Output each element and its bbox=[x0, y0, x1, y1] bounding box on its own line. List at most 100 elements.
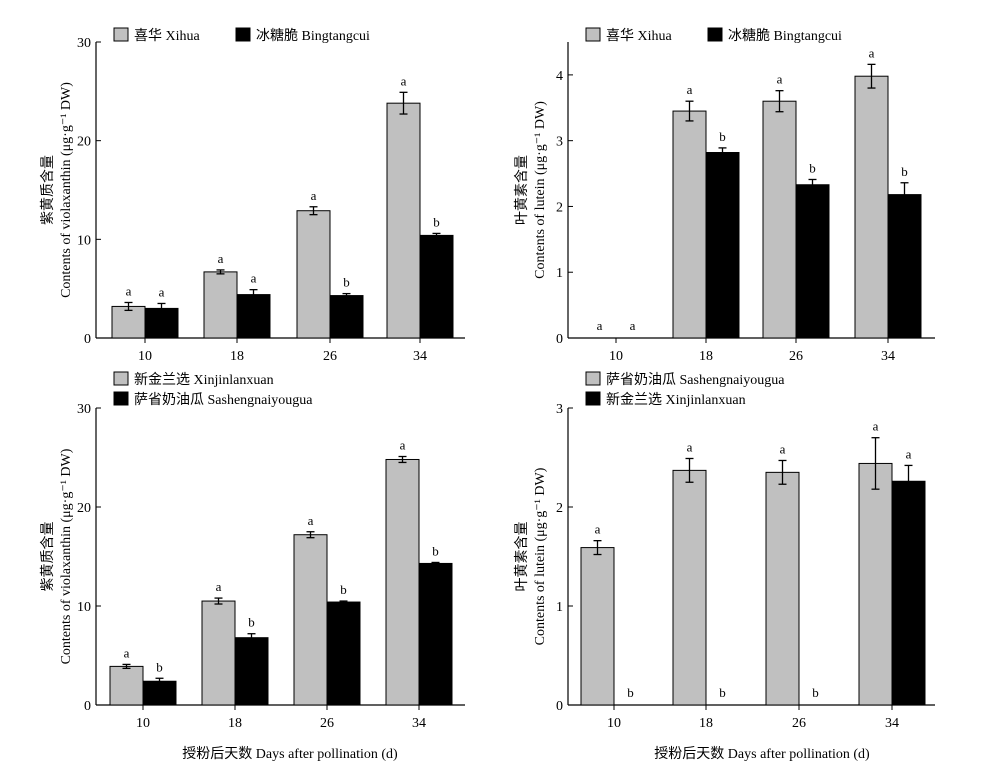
bar bbox=[234, 637, 269, 706]
significance-label: a bbox=[401, 73, 407, 88]
x-tick-label: 34 bbox=[413, 349, 427, 364]
bar bbox=[580, 547, 615, 706]
x-tick-label: 34 bbox=[412, 716, 426, 731]
significance-label: a bbox=[251, 271, 257, 286]
x-tick-label: 10 bbox=[607, 716, 621, 731]
y-tick-label: 10 bbox=[77, 600, 91, 615]
y-tick-label: 0 bbox=[84, 332, 91, 347]
x-tick-label: 34 bbox=[885, 716, 899, 731]
x-tick-label: 26 bbox=[789, 349, 803, 364]
x-tick-label: 10 bbox=[136, 716, 150, 731]
x-tick-label: 10 bbox=[609, 349, 623, 364]
x-axis-title-right: 授粉后天数 Days after pollination (d) bbox=[654, 746, 870, 762]
legend-label: 喜华 Xihua bbox=[606, 28, 672, 44]
x-tick-label: 26 bbox=[792, 716, 806, 731]
significance-label: a bbox=[400, 438, 406, 453]
significance-label: a bbox=[780, 441, 786, 456]
significance-label: b bbox=[809, 160, 816, 175]
bar bbox=[109, 665, 144, 706]
y-tick-label: 0 bbox=[84, 699, 91, 714]
significance-label: b bbox=[248, 615, 255, 630]
y-tick-label: 30 bbox=[77, 36, 91, 51]
y-axis-title-cn: 紫黄质含量 bbox=[39, 522, 56, 592]
x-tick-label: 18 bbox=[230, 349, 244, 364]
legend-label: 喜华 Xihua bbox=[134, 28, 200, 44]
y-tick-label: 4 bbox=[556, 69, 563, 84]
significance-label: b bbox=[719, 129, 726, 144]
legend-swatch bbox=[113, 27, 129, 42]
legend-swatch bbox=[585, 391, 601, 406]
x-tick-label: 26 bbox=[323, 349, 337, 364]
significance-label: a bbox=[595, 522, 601, 537]
significance-label: a bbox=[126, 283, 132, 298]
significance-label: a bbox=[630, 318, 636, 333]
panel-violaxanthin-top: 0 10 20 30 紫黄质含量 Contents of violaxanthin (μg… bbox=[39, 27, 465, 364]
significance-label: b bbox=[156, 659, 163, 674]
bar bbox=[111, 305, 146, 339]
legend-label: 新金兰选 Xinjinlanxuan bbox=[606, 392, 746, 408]
y-axis-title-en: Contents of lutein (μg·g⁻¹ DW) bbox=[533, 101, 548, 279]
bar bbox=[329, 295, 364, 339]
bar bbox=[705, 152, 740, 339]
y-tick-label: 3 bbox=[556, 135, 563, 150]
significance-label: b bbox=[901, 164, 908, 179]
y-tick-label: 3 bbox=[556, 402, 563, 417]
y-axis-title-en: Contents of violaxanthin (μg·g⁻¹ DW) bbox=[59, 448, 74, 664]
bar bbox=[672, 110, 707, 339]
bar bbox=[385, 458, 420, 706]
bar bbox=[891, 480, 926, 706]
legend-swatch bbox=[707, 27, 723, 42]
y-tick-label: 2 bbox=[556, 501, 563, 516]
legend-swatch bbox=[585, 371, 601, 386]
significance-label: b bbox=[627, 685, 634, 700]
y-tick-label: 2 bbox=[556, 200, 563, 215]
y-tick-label: 0 bbox=[556, 699, 563, 714]
bar bbox=[419, 234, 454, 339]
significance-label: b bbox=[340, 582, 347, 597]
y-axis-title: 叶黄素含量 Contents of lutein (μg·g⁻¹ DW) bbox=[513, 101, 548, 279]
significance-label: b bbox=[812, 685, 819, 700]
significance-label: a bbox=[159, 284, 165, 299]
y-axis-title-en: Contents of lutein (μg·g⁻¹ DW) bbox=[533, 467, 548, 645]
significance-label: b bbox=[432, 543, 439, 558]
significance-label: a bbox=[218, 251, 224, 266]
significance-label: b bbox=[719, 685, 726, 700]
x-axis-title-left: 授粉后天数 Days after pollination (d) bbox=[182, 746, 398, 762]
legend-swatch bbox=[585, 27, 601, 42]
significance-label: a bbox=[311, 188, 317, 203]
bar bbox=[887, 194, 922, 339]
y-tick-label: 0 bbox=[556, 332, 563, 347]
bar bbox=[326, 601, 361, 706]
significance-label: a bbox=[777, 72, 783, 87]
panel-violaxanthin-bottom: 0 10 20 30 紫黄质含量 Contents of violaxanthin (μg… bbox=[39, 371, 465, 731]
x-tick-label: 18 bbox=[699, 716, 713, 731]
y-axis-title: 紫黄质含量 Contents of violaxanthin (μg·g⁻¹ DW… bbox=[39, 82, 74, 298]
y-axis-title-cn: 叶黄素含量 bbox=[513, 155, 530, 225]
bar bbox=[293, 534, 328, 706]
legend-label: 萨省奶油瓜 Sashengnaiyougua bbox=[606, 372, 785, 388]
legend-swatch bbox=[235, 27, 251, 42]
y-axis-title-cn: 紫黄质含量 bbox=[39, 155, 56, 225]
y-axis-title: 紫黄质含量 Contents of violaxanthin (μg·g⁻¹ DW… bbox=[39, 448, 74, 664]
x-tick-label: 34 bbox=[881, 349, 895, 364]
significance-label: a bbox=[124, 645, 130, 660]
bar bbox=[201, 600, 236, 706]
bar bbox=[672, 469, 707, 706]
significance-label: b bbox=[343, 275, 350, 290]
significance-label: a bbox=[597, 318, 603, 333]
legend-swatch bbox=[113, 391, 129, 406]
bar bbox=[765, 471, 800, 706]
legend-swatch bbox=[113, 371, 129, 386]
y-tick-label: 20 bbox=[77, 135, 91, 150]
x-tick-label: 26 bbox=[320, 716, 334, 731]
significance-label: a bbox=[906, 446, 912, 461]
y-tick-label: 1 bbox=[556, 266, 563, 281]
significance-label: a bbox=[216, 579, 222, 594]
y-tick-label: 20 bbox=[77, 501, 91, 516]
legend-label: 新金兰选 Xinjinlanxuan bbox=[134, 372, 274, 388]
y-axis-title: 叶黄素含量 Contents of lutein (μg·g⁻¹ DW) bbox=[513, 467, 548, 645]
x-tick-label: 10 bbox=[138, 349, 152, 364]
